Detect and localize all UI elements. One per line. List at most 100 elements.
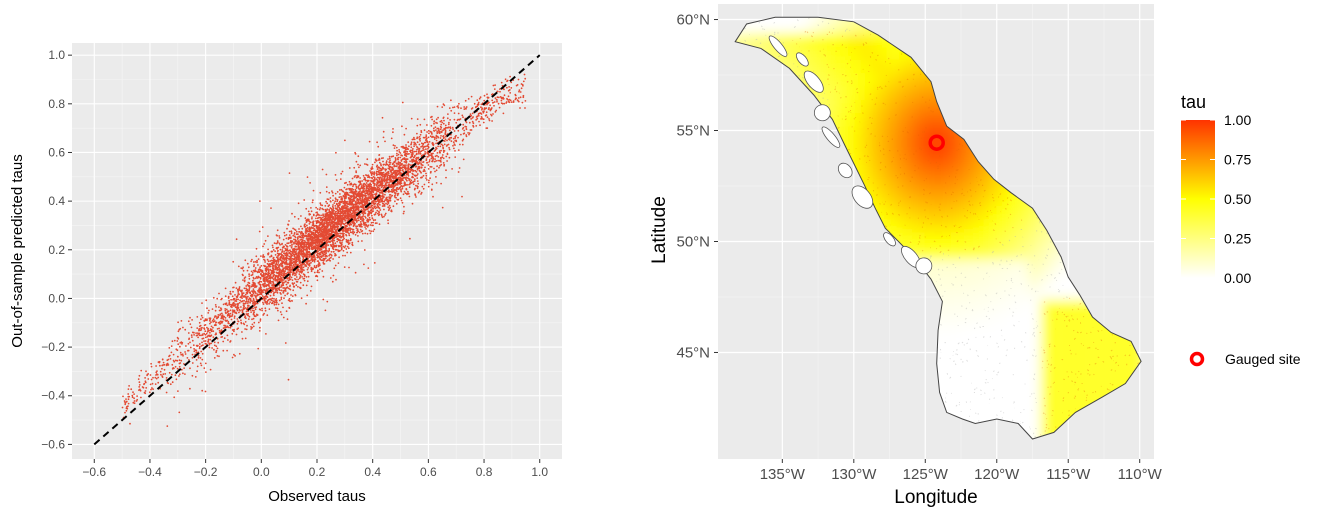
tau-field-cell [963,272,977,287]
tau-field-cell [950,312,964,327]
tau-field-cell [873,99,887,114]
map-x-tick-label: 120°W [974,466,1020,483]
tau-field-cell [963,165,977,180]
tau-field-cell [1002,205,1016,220]
tau-field-cell [847,72,861,87]
tau-field-cell [1015,378,1029,393]
colorbar-tick-label: 0.00 [1224,270,1251,286]
tau-field-cell [1040,365,1054,380]
tau-field-cell [937,179,951,193]
tau-field-cell [937,378,951,393]
tau-field-cell [976,205,990,220]
tau-field-cell [1027,232,1041,247]
scatter-x-tick-label: 0.6 [420,465,437,479]
tau-field-cell [1027,325,1041,340]
tau-field-cell [886,179,900,193]
tau-field-cell [963,179,977,193]
tau-field-cell [1002,272,1016,287]
tau-field-cell [809,19,823,34]
tau-field-cell [924,218,938,233]
tau-field-cell [963,285,977,300]
tau-field-cell [1027,312,1041,327]
tau-field-cell [860,165,874,180]
tau-field-cell [1027,218,1041,233]
tau-field-cell [822,72,836,87]
tau-field-cell [1079,365,1093,380]
tau-field-cell [886,205,900,220]
tau-field-cell [1105,338,1119,353]
tau-field-cell [735,32,746,47]
tau-field-cell [950,165,964,180]
colorbar-tick-label: 0.50 [1224,191,1251,207]
coastal-island [837,162,853,179]
tau-field-cell [847,85,861,100]
scatter-x-tick-label: 0.2 [309,465,326,479]
tau-field-cell [1027,378,1041,393]
tau-field-cell [976,392,990,407]
tau-field-cell [989,258,1003,273]
tau-field-cell [1027,298,1041,313]
tau-field-cell [976,365,990,380]
tau-field-cell [1015,352,1029,367]
tau-field-cell [950,218,964,233]
tau-field-cell [1002,258,1016,273]
tau-field-cell [1002,232,1016,247]
tau-field-cell [1027,338,1041,353]
tau-field-cell [1002,378,1016,393]
tau-field-cell [860,139,874,154]
tau-field-cell [1002,245,1016,260]
tau-field-cell [899,165,913,180]
tau-field-cell [937,312,951,327]
tau-field-cell [937,245,951,260]
gauged-site-marker [928,134,945,151]
tau-field-cell [989,218,1003,233]
tau-field-cell [1040,258,1054,273]
tau-field-cell [976,325,990,340]
coastal-island [883,232,896,247]
tau-field-cell [963,298,977,313]
scatter-points [121,73,527,428]
tau-field-cell [989,192,1003,207]
tau-field-cell [886,72,900,87]
tau-field-cell [1002,192,1016,207]
coastal-island [851,185,874,209]
tau-field-cell [963,365,977,380]
tau-field-cell [1015,245,1029,260]
scatter-x-axis-title: Observed taus [268,488,366,505]
tau-field-cell [924,112,938,127]
tau-field-cell [1040,392,1054,407]
tau-field-cell [1105,352,1119,367]
tau-field-cell [1027,418,1041,433]
map-x-tick-label: 125°W [903,466,949,483]
map-panel: 135°W 130°W 125°W 120°W 115°W 110°W 45°N 50°N 5… [649,4,1163,508]
map-y-tick-label: 55°N [676,123,710,140]
tau-field-cell [912,179,926,193]
tau-field-cell [1079,378,1093,393]
tau-field-cell [886,99,900,114]
tau-field-cell [1015,365,1029,380]
tau-field-cell [1066,298,1080,313]
tau-field-cell [976,258,990,273]
tau-field-cell [1066,378,1080,393]
scatter-x-tick-label: −0.2 [194,465,218,479]
tau-field-cell [834,99,848,114]
scatter-y-tick-label: 1.0 [48,48,65,62]
region-outline [734,16,1142,440]
tau-field-cell [1002,298,1016,313]
tau-field-cell [899,59,913,74]
tau-field-cell [1066,325,1080,340]
tau-field-cell [912,205,926,220]
colorbar [1181,120,1215,278]
tau-field-cell [834,59,848,74]
tau-field-cell [924,192,938,207]
tau-field-cell [963,258,977,273]
tau-field-cell [1130,352,1142,367]
tau-field-cell [1027,272,1041,287]
tau-field-cell [924,152,938,167]
tau-field-cell [1079,392,1093,407]
tau-field-cell [1040,312,1054,327]
tau-field-cell [899,152,913,167]
tau-field-cell [1002,405,1016,420]
tau-field-cell [886,112,900,127]
tau-field-cell [989,205,1003,220]
